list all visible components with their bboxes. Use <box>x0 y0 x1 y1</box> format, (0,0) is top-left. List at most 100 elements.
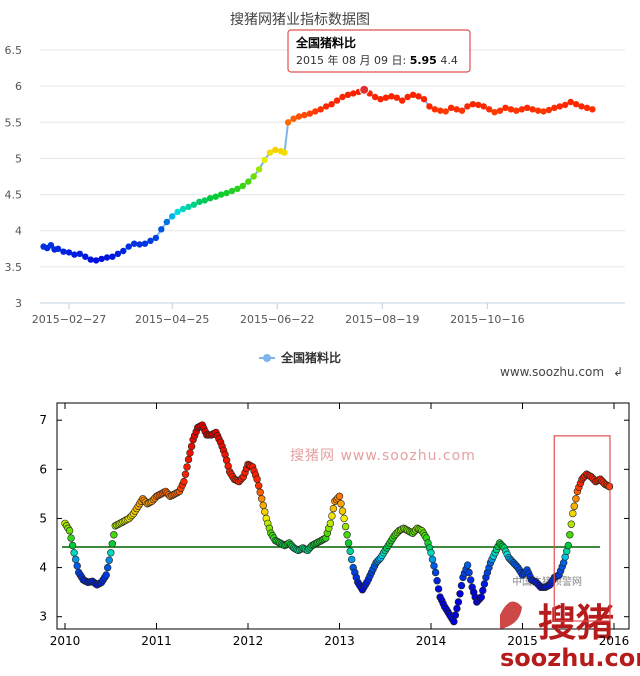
data-point[interactable] <box>141 240 149 247</box>
data-point[interactable] <box>190 201 198 208</box>
data-point[interactable] <box>415 93 422 100</box>
data-point[interactable] <box>223 189 230 197</box>
data-point[interactable] <box>572 101 580 108</box>
data-point[interactable] <box>464 103 471 110</box>
data-point[interactable] <box>388 93 395 100</box>
data-point[interactable] <box>442 108 449 115</box>
data-point[interactable] <box>47 242 55 249</box>
data-point[interactable] <box>228 187 236 195</box>
data-point[interactable] <box>524 104 531 112</box>
data-point[interactable] <box>114 250 122 257</box>
data-point[interactable] <box>344 91 352 99</box>
data-point[interactable] <box>469 101 477 108</box>
data-point[interactable] <box>131 240 138 247</box>
data-point[interactable] <box>513 107 520 114</box>
data-point[interactable] <box>545 106 553 114</box>
data-point[interactable] <box>76 250 84 257</box>
data-point[interactable] <box>60 248 67 255</box>
data-point[interactable] <box>92 257 100 264</box>
data-point[interactable] <box>136 241 143 248</box>
data-point[interactable] <box>377 96 384 103</box>
top-series[interactable] <box>40 84 596 264</box>
data-point[interactable] <box>250 173 257 180</box>
data-point[interactable] <box>152 234 160 242</box>
data-point[interactable] <box>290 115 297 122</box>
data-point[interactable] <box>491 109 498 116</box>
data-point[interactable] <box>120 247 127 255</box>
data-point[interactable] <box>589 106 596 113</box>
data-point[interactable] <box>174 208 181 216</box>
data-point[interactable] <box>201 197 208 204</box>
data-point[interactable] <box>158 226 165 233</box>
data-point[interactable] <box>284 119 292 126</box>
data-point[interactable] <box>272 146 279 153</box>
data-point[interactable] <box>323 103 330 110</box>
data-point[interactable] <box>163 218 170 226</box>
data-point[interactable] <box>562 101 569 109</box>
data-point[interactable] <box>382 94 390 101</box>
data-point[interactable] <box>583 104 591 112</box>
data-point[interactable] <box>65 249 73 256</box>
data-point[interactable] <box>496 107 504 114</box>
data-point[interactable] <box>507 106 515 113</box>
data-point[interactable] <box>281 149 288 156</box>
data-point[interactable] <box>458 107 466 114</box>
data-point[interactable] <box>266 149 274 156</box>
data-point[interactable] <box>196 198 203 205</box>
data-point[interactable] <box>179 205 187 213</box>
data-point[interactable] <box>239 182 246 190</box>
data-point[interactable] <box>333 97 341 104</box>
data-point[interactable] <box>87 256 94 263</box>
data-point[interactable] <box>295 113 303 120</box>
data-point[interactable] <box>125 243 132 250</box>
data-point[interactable] <box>399 97 406 104</box>
data-point[interactable] <box>306 110 314 117</box>
data-point[interactable] <box>317 106 324 113</box>
data-point[interactable] <box>54 245 62 252</box>
data-point[interactable] <box>556 103 563 110</box>
data-point[interactable] <box>480 103 487 110</box>
data-point[interactable] <box>371 93 379 101</box>
data-point[interactable] <box>502 104 509 112</box>
data-point[interactable] <box>109 253 116 260</box>
data-point[interactable] <box>169 213 176 220</box>
data-point[interactable] <box>518 106 525 113</box>
data-point[interactable] <box>534 107 542 114</box>
data-point[interactable] <box>404 93 411 101</box>
data-point[interactable] <box>301 111 308 119</box>
data-point[interactable] <box>437 107 444 114</box>
data-point[interactable] <box>567 98 574 106</box>
data-point[interactable] <box>185 203 192 211</box>
data-point[interactable] <box>103 254 111 261</box>
data-point[interactable] <box>234 185 241 192</box>
data-point[interactable] <box>312 108 319 115</box>
data-point[interactable] <box>529 106 536 113</box>
data-point[interactable] <box>409 91 417 99</box>
data-point[interactable] <box>339 93 346 101</box>
data-point[interactable] <box>147 237 154 244</box>
data-point[interactable] <box>217 191 225 198</box>
data-point[interactable] <box>207 195 214 202</box>
data-point[interactable] <box>328 101 335 108</box>
legend[interactable]: 全国猪料比 <box>259 350 341 365</box>
data-point[interactable] <box>578 103 585 110</box>
tooltip-point[interactable] <box>359 84 370 95</box>
data-point[interactable] <box>540 108 547 115</box>
data-point[interactable] <box>245 178 252 185</box>
data-point[interactable] <box>475 101 482 109</box>
data-point[interactable] <box>393 94 400 101</box>
data-point[interactable] <box>551 104 558 112</box>
data-point[interactable] <box>453 106 460 113</box>
data-point[interactable] <box>431 106 438 113</box>
data-point[interactable] <box>426 103 433 110</box>
data-point[interactable] <box>212 193 219 200</box>
data-point[interactable] <box>82 253 89 260</box>
data-point[interactable] <box>98 255 105 263</box>
data-point[interactable] <box>255 166 263 173</box>
data-point[interactable] <box>350 90 357 97</box>
data-point[interactable] <box>420 96 428 103</box>
data-point[interactable] <box>486 106 493 113</box>
data-point[interactable] <box>447 104 455 112</box>
data-point[interactable] <box>261 156 268 164</box>
data-point[interactable] <box>71 251 78 258</box>
